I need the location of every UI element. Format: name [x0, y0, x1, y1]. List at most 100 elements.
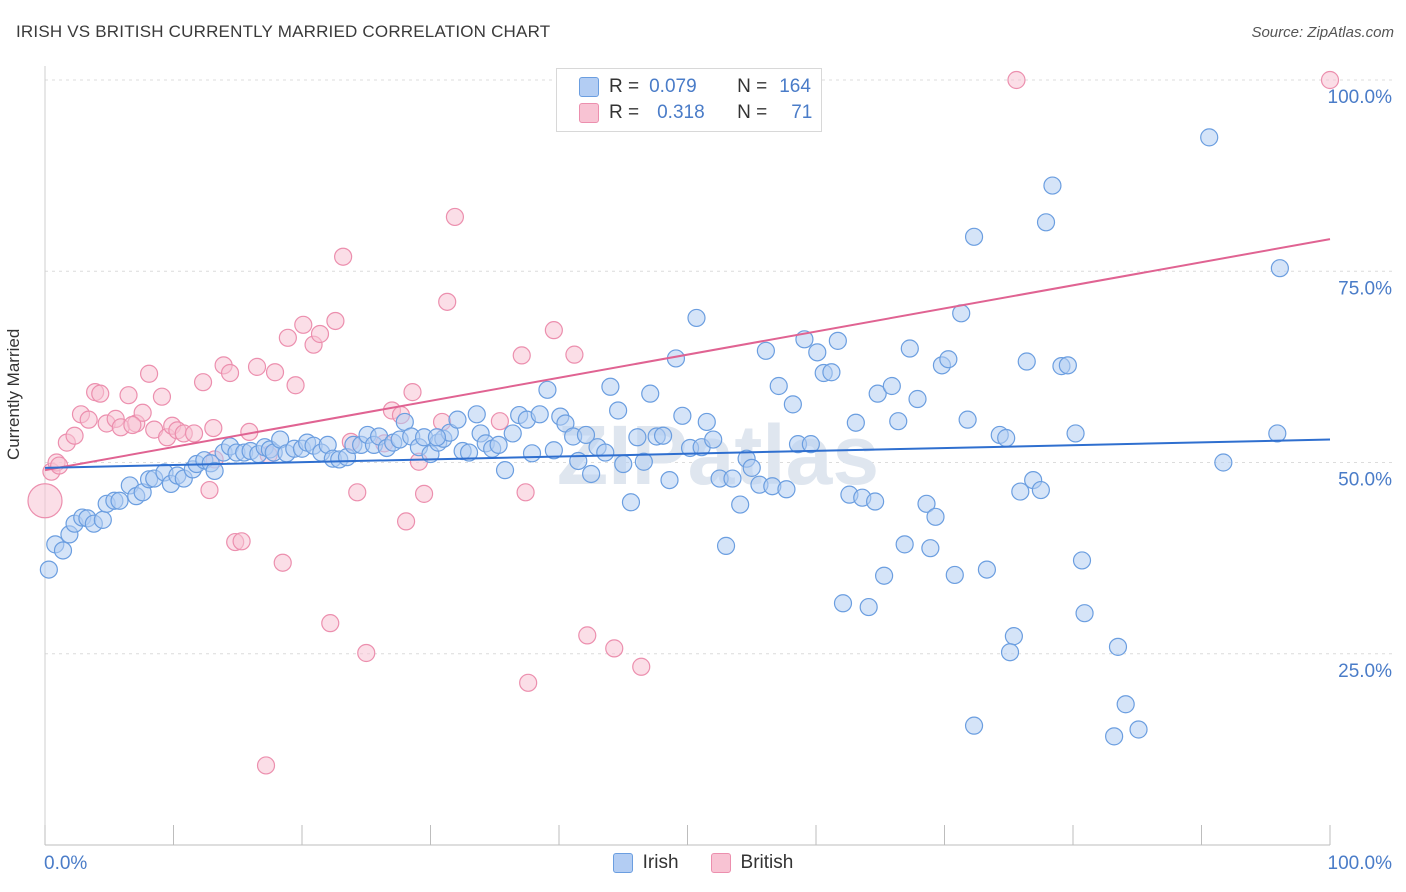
irish-point: [921, 539, 940, 558]
irish-point: [660, 470, 679, 490]
british-point: [357, 643, 376, 663]
irish-point: [495, 461, 515, 480]
irish-point: [917, 494, 936, 513]
irish-point: [1036, 213, 1056, 232]
irish-point: [1058, 356, 1077, 375]
irish-point: [503, 424, 522, 443]
legend-label-british: British: [740, 852, 794, 873]
irish-point: [731, 495, 750, 514]
british-point: [184, 424, 204, 443]
british-point: [396, 512, 416, 531]
trend-lines: [44, 238, 1331, 472]
british-point: [247, 357, 267, 376]
irish-point: [939, 350, 958, 369]
irish-point: [704, 430, 723, 449]
irish-point: [522, 444, 542, 463]
irish-point: [93, 510, 112, 529]
british-point: [321, 614, 340, 633]
y-axis-title: Currently Married: [4, 328, 23, 460]
irish-point: [205, 461, 224, 481]
irish-point: [828, 331, 847, 350]
irish-point: [822, 363, 841, 382]
british-point: [1320, 70, 1340, 90]
british-point: [403, 383, 422, 402]
irish-point: [467, 405, 486, 424]
r-label: R =: [609, 102, 640, 123]
irish-point: [614, 454, 633, 474]
british-point: [123, 415, 142, 435]
r-value: 0.318: [657, 102, 705, 123]
irish-point: [808, 343, 827, 362]
irish-point: [1270, 259, 1289, 278]
n-value: 164: [779, 76, 811, 97]
british-point: [490, 412, 509, 431]
british-point: [632, 657, 651, 676]
irish-point: [945, 565, 964, 585]
irish-point: [1072, 551, 1092, 570]
british-point: [519, 673, 538, 692]
british-point: [516, 483, 535, 502]
gridlines: [45, 79, 1392, 655]
legend-row-irish: R = 0.079 N = 164: [579, 75, 811, 99]
irish-point: [742, 458, 761, 477]
irish-point: [926, 507, 945, 526]
legend-item-irish[interactable]: Irish: [612, 852, 679, 874]
british-point: [265, 363, 285, 382]
irish-point: [895, 535, 914, 554]
x-tick-label: 100.0%: [1328, 853, 1393, 874]
british-point: [348, 483, 367, 502]
british-point: [1007, 70, 1026, 90]
irish-point: [459, 443, 479, 462]
irish-point: [634, 452, 653, 471]
y-tick-label: 50.0%: [1338, 470, 1392, 491]
irish-point: [958, 410, 977, 429]
y-tick-label: 75.0%: [1338, 278, 1392, 299]
y-tick-label: 25.0%: [1338, 661, 1392, 682]
british-point: [133, 403, 152, 422]
british-point: [79, 410, 98, 429]
british-point: [27, 483, 63, 519]
british-point: [578, 626, 597, 645]
irish-point: [875, 566, 894, 585]
irish-point: [868, 384, 887, 403]
tick-labels: 25.0% 50.0% 75.0% 100.0% 0.0% 100.0%: [44, 87, 1392, 874]
british-swatch: [710, 853, 731, 873]
r-value: 0.079: [649, 76, 697, 97]
irish-point: [448, 410, 467, 429]
irish-point: [39, 560, 58, 579]
irish-point: [1129, 720, 1148, 739]
irish-point: [1043, 176, 1062, 195]
british-point: [220, 363, 240, 383]
irish-point: [53, 541, 73, 560]
irish-point: [673, 406, 692, 425]
british-point: [152, 387, 172, 406]
irish-point: [900, 339, 919, 358]
irish-point: [576, 425, 596, 445]
irish-swatch: [579, 77, 599, 97]
british-point: [91, 384, 110, 403]
irish-point: [964, 227, 984, 246]
british-point: [200, 480, 219, 500]
british-point: [438, 292, 457, 311]
n-value: 71: [791, 102, 813, 123]
british-point: [605, 639, 624, 658]
correlation-legend: R = 0.079 N = 164 R = 0.318 N = 71: [556, 68, 822, 132]
irish-point: [582, 464, 601, 484]
legend-item-british[interactable]: British: [710, 852, 794, 874]
irish-point: [601, 377, 620, 396]
irish-point: [609, 401, 628, 420]
irish-point: [1031, 480, 1050, 500]
irish-point: [489, 435, 508, 455]
irish-point: [110, 491, 129, 510]
irish-point: [889, 412, 908, 431]
irish-point: [833, 594, 853, 613]
british-point: [414, 484, 434, 503]
irish-point: [1000, 643, 1020, 662]
irish-point: [777, 480, 796, 499]
irish-point: [1116, 695, 1135, 714]
irish-point: [977, 560, 997, 579]
n-label: N =: [737, 76, 768, 97]
legend-label-irish: Irish: [642, 852, 679, 873]
irish-point: [846, 413, 865, 432]
british-point: [256, 756, 276, 775]
